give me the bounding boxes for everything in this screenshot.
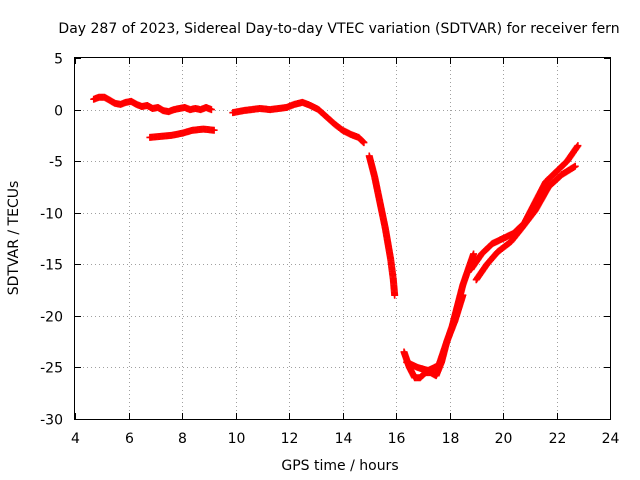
series-recovery [467, 142, 582, 273]
y-tick-label: -25 [40, 361, 63, 377]
x-tick-label: 24 [602, 431, 620, 447]
y-tick-label: -30 [40, 413, 63, 429]
series-drop [365, 152, 399, 299]
x-tick-label: 12 [281, 431, 299, 447]
x-tick-label: 6 [125, 431, 134, 447]
data-point [459, 291, 467, 299]
axis-ticks [75, 58, 611, 420]
y-tick-label: -15 [40, 258, 63, 274]
data-point [571, 162, 579, 170]
x-tick-label: 18 [442, 431, 460, 447]
plot-frame [74, 57, 611, 420]
x-tick-label: 16 [388, 431, 406, 447]
y-tick-label: -10 [40, 207, 63, 223]
y-tick-label: 0 [54, 104, 63, 120]
y-axis-label: SDTVAR / TECUs [6, 181, 22, 296]
grid [75, 58, 610, 419]
data-point [574, 142, 582, 150]
x-tick-label: 14 [335, 431, 353, 447]
y-tick-label: -5 [49, 155, 63, 171]
chart-title: Day 287 of 2023, Sidereal Day-to-day VTE… [58, 21, 619, 37]
series-recovery-branch [472, 162, 579, 284]
x-tick-label: 20 [495, 431, 513, 447]
x-tick-label: 4 [71, 431, 80, 447]
x-tick-label: 22 [549, 431, 567, 447]
series-upper-early [90, 93, 215, 116]
data-point [207, 106, 215, 114]
series-midday [229, 98, 368, 147]
series-lower-early [146, 125, 218, 141]
data-point [210, 126, 218, 134]
tick-labels: 4 6 8 10 12 14 16 18 20 22 24 5 0 -5 -10 -15 -20 -25 -30 [40, 52, 619, 448]
x-tick-label: 8 [178, 431, 187, 447]
y-tick-label: -20 [40, 310, 63, 326]
x-tick-label: 10 [228, 431, 246, 447]
data-point [391, 291, 399, 299]
x-axis-label: GPS time / hours [281, 458, 398, 474]
data-point [470, 250, 478, 258]
data-point [360, 139, 368, 147]
series-trough-upper [403, 291, 467, 375]
y-tick-label: 5 [54, 52, 63, 68]
data-points [90, 93, 582, 382]
